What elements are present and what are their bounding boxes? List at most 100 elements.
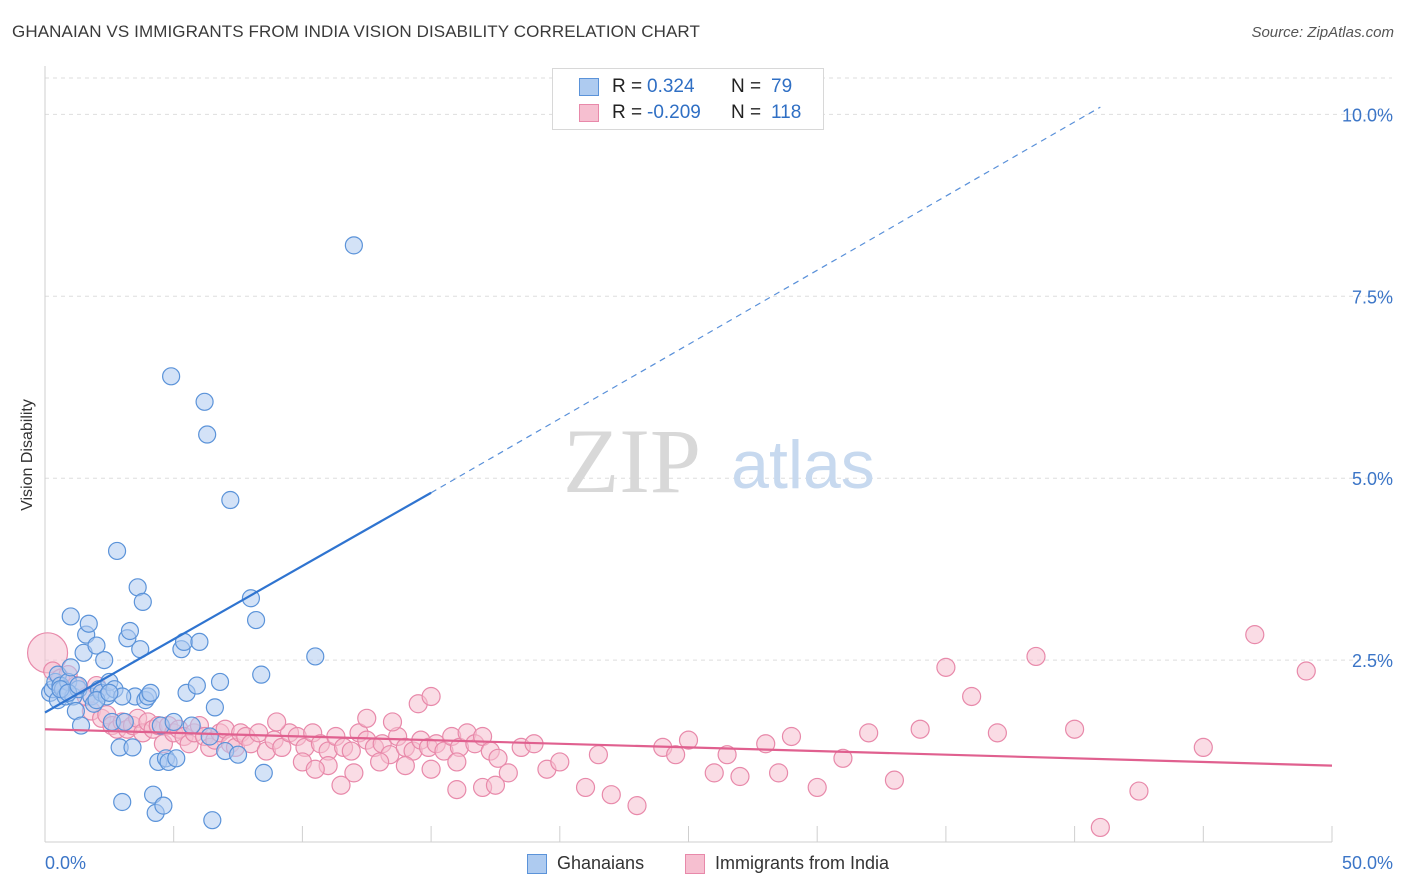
data-point-india [678, 730, 699, 750]
data-point-ghanaians [113, 792, 132, 812]
legend-n-label: N = [731, 76, 762, 97]
data-point-india [341, 741, 361, 761]
y-tick-label: 2.5% [1352, 651, 1393, 671]
data-point-india [370, 752, 390, 772]
data-point-ghanaians [61, 658, 80, 677]
data-point-india [305, 759, 325, 779]
watermark-zip: ZIP [563, 410, 701, 512]
data-point-india [730, 766, 750, 787]
data-point-ghanaians [95, 650, 114, 670]
data-point-india [488, 748, 508, 768]
data-point-india [421, 686, 441, 707]
data-point-india [588, 745, 609, 765]
data-point-india [331, 775, 351, 795]
data-point-ghanaians [123, 738, 142, 757]
data-point-ghanaians [115, 712, 134, 732]
data-point-india [936, 657, 956, 677]
data-point-ghanaians [141, 683, 160, 702]
data-point-ghanaians [210, 672, 230, 692]
series-india-points [26, 625, 1316, 838]
data-point-india [382, 712, 403, 732]
data-point-ghanaians [252, 665, 271, 684]
legend-swatch-blue [527, 854, 547, 874]
legend-swatch-pink [685, 854, 705, 874]
data-point-india [756, 734, 776, 754]
data-point-india [575, 777, 596, 798]
data-point-ghanaians [164, 712, 183, 732]
data-point-ghanaians [221, 490, 240, 510]
trend-line-india [44, 728, 1333, 767]
data-point-india [1064, 719, 1085, 739]
watermark: ZIP atlas [563, 410, 875, 512]
legend-n-value: 118 [771, 102, 802, 123]
tick-labels: 2.5% 5.0% 7.5% 10.0% 0.0% 50.0% [45, 105, 1393, 873]
data-point-ghanaians [254, 763, 273, 782]
data-point-ghanaians [228, 745, 248, 764]
data-point-india [447, 780, 467, 800]
data-point-india [1026, 646, 1046, 667]
data-point-ghanaians [154, 796, 173, 815]
data-point-ghanaians [187, 676, 206, 695]
data-point-india [627, 796, 647, 816]
legend-r-label: R = [612, 102, 643, 123]
data-point-india [1193, 737, 1213, 758]
data-point-india [1090, 817, 1110, 838]
data-point-india [704, 763, 724, 783]
legend-r-value: -0.209 [647, 102, 701, 123]
data-point-india [859, 723, 879, 743]
trend-line-ghanaians [44, 491, 432, 714]
legend-swatch-blue [579, 78, 599, 96]
data-point-india [910, 719, 930, 739]
data-point-india [267, 712, 287, 732]
legend-label-ghanaians: Ghanaians [557, 853, 645, 873]
legend-r-value: 0.324 [647, 76, 695, 97]
data-point-ghanaians [100, 683, 119, 702]
data-point-ghanaians [162, 367, 181, 386]
data-point-india [666, 745, 686, 765]
data-point-india [485, 775, 506, 795]
legend-label-india: Immigrants from India [715, 853, 890, 873]
data-point-india [1129, 781, 1149, 801]
data-point-ghanaians [167, 749, 186, 768]
data-point-india [987, 723, 1007, 743]
data-point-india [807, 777, 827, 798]
data-point-ghanaians [198, 425, 217, 444]
data-point-ghanaians [200, 727, 219, 746]
data-point-ghanaians [71, 716, 91, 735]
data-point-ghanaians [344, 236, 363, 255]
y-tick-label: 7.5% [1352, 287, 1393, 307]
x-tick-label-max: 50.0% [1342, 853, 1393, 873]
data-point-ghanaians [120, 621, 140, 641]
grid-lines [45, 77, 1392, 661]
legend-swatch-pink [579, 104, 599, 122]
data-point-ghanaians [107, 541, 127, 561]
data-point-india [833, 748, 853, 768]
data-point-india [768, 763, 789, 783]
legend-r-label: R = [612, 76, 643, 97]
data-point-ghanaians [61, 607, 80, 626]
legend-n-label: N = [731, 102, 762, 123]
data-point-india [884, 770, 905, 790]
data-point-india [447, 752, 467, 772]
source-credit: Source: ZipAtlas.com [1251, 24, 1394, 41]
data-point-ghanaians [133, 592, 152, 611]
data-point-india [717, 745, 737, 765]
data-point-ghanaians [79, 614, 98, 633]
data-point-ghanaians [69, 676, 88, 695]
data-point-ghanaians [306, 647, 325, 666]
data-point-ghanaians [87, 636, 106, 655]
data-point-ghanaians [190, 632, 209, 652]
data-point-ghanaians [246, 610, 266, 630]
data-point-india [498, 763, 518, 783]
data-point-india [962, 686, 982, 707]
data-point-india [344, 763, 364, 783]
trend-lines [44, 106, 1333, 767]
series-legend: Ghanaians Immigrants from India [0, 852, 1406, 878]
axes [44, 66, 1333, 843]
data-point-india [421, 759, 441, 779]
y-tick-label: 5.0% [1352, 469, 1393, 489]
data-point-india [249, 723, 269, 743]
data-point-india [601, 785, 621, 805]
data-point-india [357, 708, 377, 728]
